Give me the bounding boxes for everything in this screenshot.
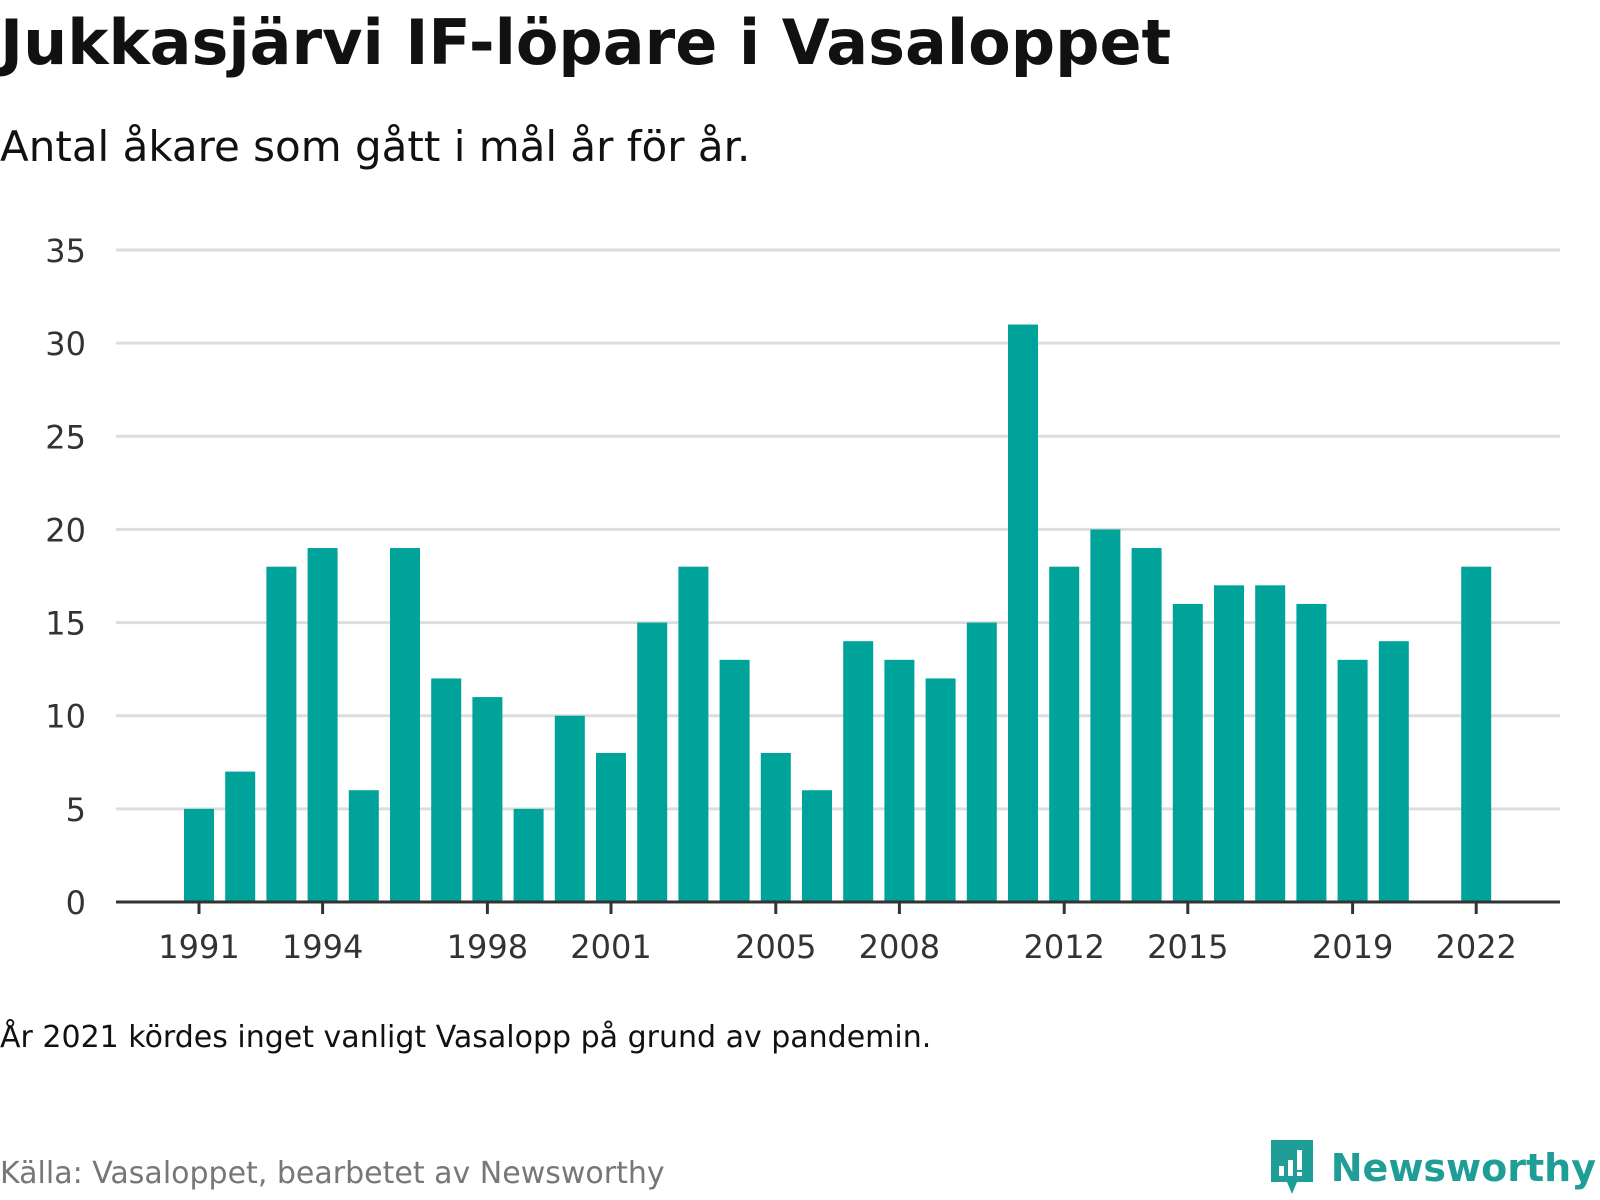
y-tick-label: 0	[66, 884, 86, 922]
bar-2016	[1214, 585, 1244, 902]
bar-2010	[966, 622, 997, 902]
x-tick-label: 2019	[1312, 928, 1393, 966]
bar-2013	[1090, 529, 1121, 902]
y-tick-label: 10	[45, 698, 86, 736]
bar-1996	[390, 548, 420, 902]
chart-subtitle: Antal åkare som gått i mål år för år.	[0, 122, 751, 171]
x-tick-label: 2008	[859, 928, 940, 966]
x-tick-label: 2005	[735, 928, 816, 966]
x-tick-label: 2001	[570, 928, 651, 966]
bar-2006	[802, 790, 832, 902]
x-tick-label: 2015	[1147, 928, 1228, 966]
source-text: Källa: Vasaloppet, bearbetet av Newswort…	[0, 1156, 665, 1191]
bar-2002	[637, 622, 668, 902]
bar-2011	[1008, 324, 1038, 902]
bar-2014	[1131, 548, 1162, 902]
bar-2004	[719, 659, 750, 902]
y-tick-label: 20	[45, 511, 86, 549]
y-tick-label: 15	[45, 605, 86, 643]
bar-2005	[760, 752, 791, 902]
logo-text: Newsworthy	[1330, 1146, 1596, 1190]
bar-2012	[1049, 566, 1080, 902]
bar-2008	[884, 659, 915, 902]
bar-1993	[266, 566, 297, 902]
x-tick-label: 2012	[1023, 928, 1104, 966]
grid-lines	[116, 248, 1560, 811]
bar-2017	[1255, 585, 1286, 902]
x-tick-label: 1994	[282, 928, 363, 966]
bars	[184, 324, 1492, 902]
x-tick-label: 1991	[158, 928, 239, 966]
bar-2022	[1461, 566, 1492, 902]
newsworthy-logo-icon	[1270, 1140, 1313, 1194]
bar-1992	[225, 771, 256, 902]
bar-2015	[1172, 603, 1203, 902]
bar-chart: 0 5 10 15 20 25 30 35 1991 1994 1998 2001 2005 2008 20…	[45, 232, 1560, 966]
bar-2020	[1378, 641, 1409, 902]
y-tick-label: 5	[66, 791, 86, 829]
bar-2009	[925, 678, 956, 902]
y-tick-label: 35	[45, 232, 86, 270]
bar-1999	[513, 808, 544, 902]
x-tick-label: 2022	[1435, 928, 1516, 966]
bar-2001	[596, 752, 626, 902]
chart-title: Jukkasjärvi IF-löpare i Vasaloppet	[0, 6, 1172, 79]
bar-2007	[843, 641, 874, 902]
bar-1997	[431, 678, 462, 902]
newsworthy-logo: Newsworthy	[1267, 1138, 1596, 1198]
bar-2000	[554, 715, 585, 902]
axes: 0 5 10 15 20 25 30 35 1991 1994 1998 2001 2005 2008 20…	[45, 232, 1560, 966]
bar-2018	[1296, 603, 1327, 902]
bar-1995	[348, 790, 379, 902]
y-tick-label: 25	[45, 418, 86, 456]
bar-2019	[1337, 659, 1368, 902]
footnote: År 2021 kördes inget vanligt Vasalopp på…	[0, 1020, 932, 1055]
bar-1991	[184, 808, 214, 902]
bar-1998	[472, 697, 503, 902]
bar-1994	[307, 548, 338, 902]
y-tick-label: 30	[45, 325, 86, 363]
x-tick-label: 1998	[447, 928, 528, 966]
bar-2003	[678, 566, 709, 902]
